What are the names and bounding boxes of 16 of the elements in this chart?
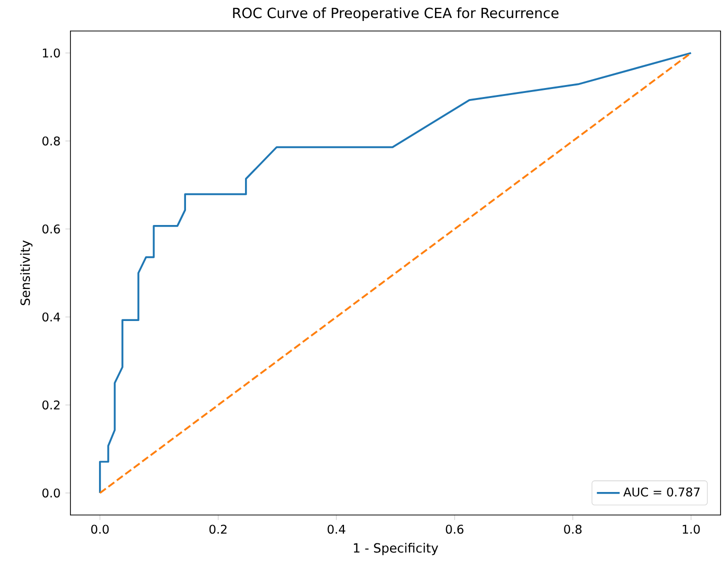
- y-tick-label: 0.0: [42, 488, 60, 498]
- y-tick-label: 0.2: [42, 400, 60, 410]
- x-tick-label: 1.0: [682, 524, 700, 534]
- y-tick-label: 0.4: [42, 312, 60, 322]
- x-tick-label: 0.6: [446, 524, 464, 534]
- legend-label: AUC = 0.787: [623, 487, 700, 497]
- y-tick-label: 0.8: [42, 136, 60, 146]
- x-axis-title: 1 - Specificity: [354, 542, 438, 556]
- y-tick-label: 0.6: [42, 224, 60, 234]
- x-tick-label: 0.4: [328, 524, 346, 534]
- y-tick-label: 1.0: [42, 48, 60, 58]
- y-axis-title: Sensitivity: [20, 240, 32, 306]
- chart-title: ROC Curve of Preoperative CEA for Recurrence: [233, 7, 558, 21]
- x-tick-label: 0.8: [564, 524, 582, 534]
- x-tick-label: 0.2: [209, 524, 227, 534]
- x-tick-label: 0.0: [91, 524, 109, 534]
